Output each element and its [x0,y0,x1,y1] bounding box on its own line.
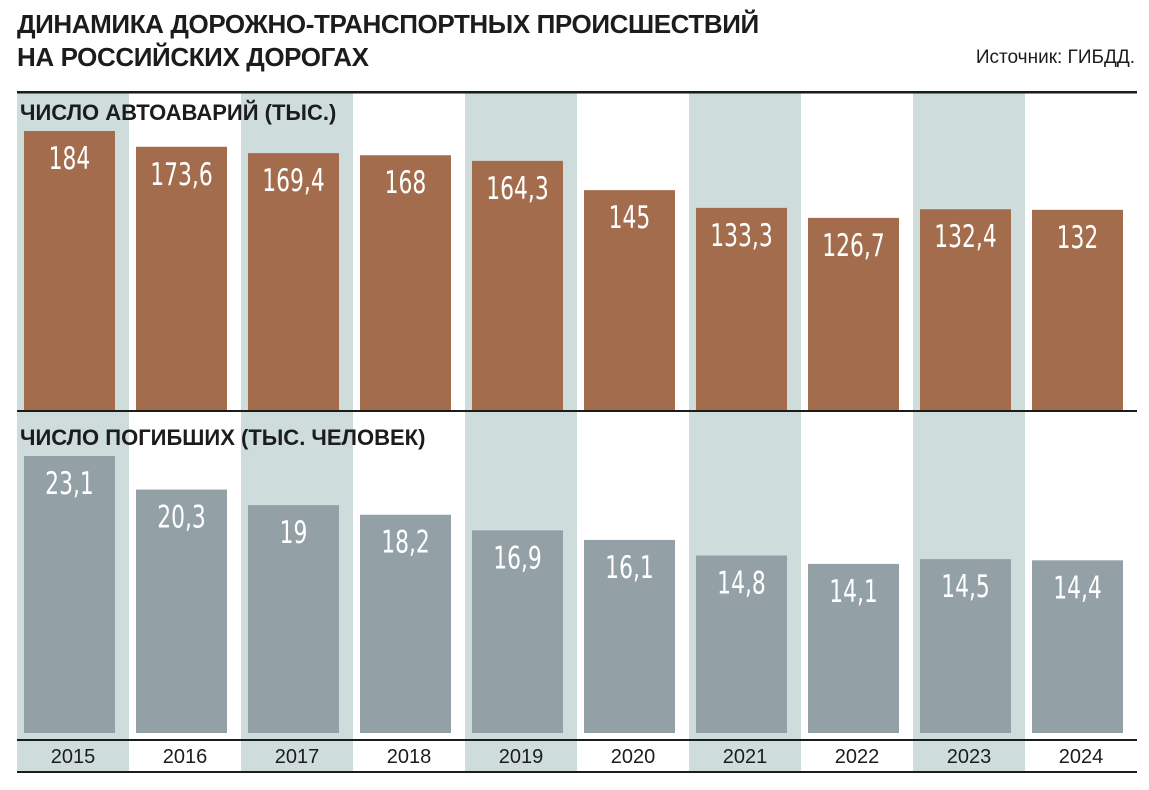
deaths-value-label-2015: 23,1 [45,466,94,502]
deaths-bar-2024 [1032,560,1123,733]
chart-title: ДИНАМИКА ДОРОЖНО-ТРАНСПОРТНЫХ ПРОИСШЕСТВ… [17,8,759,74]
source-note: Источник: ГИБДД. [975,47,1135,68]
accidents-panel-title: ЧИСЛО АВТОАВАРИЙ (ТЫС.) [20,100,336,125]
accidents-value-label-2024: 132 [1057,220,1099,256]
deaths-value-label-2016: 20,3 [157,500,206,536]
deaths-value-label-2022: 14,1 [829,574,878,610]
year-label-2022: 2022 [835,746,880,768]
accidents-bar-2021 [696,207,787,410]
axis-bottom-rule [17,771,1137,773]
deaths-bar-2018 [360,514,451,733]
deaths-value-label-2017: 19 [280,515,308,551]
deaths-value-label-2024: 14,4 [1053,571,1102,607]
deaths-value-label-2019: 16,9 [493,541,542,577]
accidents-bars: 184 173,6 169,4 168 164,3 145 133,3 126,7 132,4 1… [24,131,1123,410]
chart-title-line-1: ДИНАМИКА ДОРОЖНО-ТРАНСПОРТНЫХ ПРОИСШЕСТВ… [17,9,759,39]
year-label-2016: 2016 [163,746,208,768]
accidents-value-label-2016: 173,6 [150,157,213,193]
deaths-bar-2022 [808,563,899,733]
year-label-2024: 2024 [1059,746,1104,768]
accidents-bar-2016 [136,146,227,410]
year-label-2017: 2017 [275,746,320,768]
accidents-value-label-2018: 168 [385,166,427,202]
accidents-value-label-2015: 184 [49,141,91,177]
accidents-value-label-2017: 169,4 [262,163,325,199]
year-label-2021: 2021 [723,746,768,768]
deaths-value-label-2018: 18,2 [381,525,430,561]
accidents-bar-2020 [584,190,675,410]
year-label-2015: 2015 [51,746,96,768]
year-label-2023: 2023 [947,746,992,768]
deaths-bar-2020 [584,539,675,733]
deaths-bar-2015 [24,456,115,733]
axis-top-rule [17,739,1137,741]
accidents-bar-2017 [248,153,339,410]
deaths-bars: 23,1 20,3 19 18,2 16,9 16,1 14,8 14,1 14,5 14,4 [24,456,1123,733]
deaths-bar-2021 [696,555,787,733]
deaths-bar-2019 [472,530,563,733]
accidents-bar-2022 [808,217,899,410]
middle-rule [17,410,1137,412]
accidents-bar-2024 [1032,209,1123,410]
year-label-2019: 2019 [499,746,544,768]
year-label-2018: 2018 [387,746,432,768]
accidents-value-label-2021: 133,3 [710,218,773,254]
accidents-bar-2019 [472,160,563,410]
accidents-value-label-2019: 164,3 [486,171,549,207]
deaths-value-label-2021: 14,8 [717,566,766,602]
divider-rules [17,91,1137,773]
deaths-value-label-2020: 16,1 [605,550,654,586]
accidents-value-label-2023: 132,4 [934,220,997,256]
chart-title-line-2: НА РОССИЙСКИХ ДОРОГАХ [17,42,369,72]
accidents-bar-2015 [24,131,115,410]
deaths-bar-2023 [920,559,1011,733]
accidents-value-label-2022: 126,7 [822,228,885,264]
deaths-bar-2016 [136,489,227,733]
deaths-value-label-2023: 14,5 [941,569,990,605]
accidents-value-label-2020: 145 [609,200,651,236]
accidents-bar-2018 [360,155,451,410]
deaths-panel-title: ЧИСЛО ПОГИБШИХ (ТЫС. ЧЕЛОВЕК) [20,425,425,450]
year-label-2020: 2020 [611,746,656,768]
top-rule [17,91,1137,94]
year-axis: 2015 2016 2017 2018 2019 2020 2021 2022 2023 2024 [51,746,1104,768]
accidents-bar-2023 [920,209,1011,410]
deaths-bar-2017 [248,505,339,733]
